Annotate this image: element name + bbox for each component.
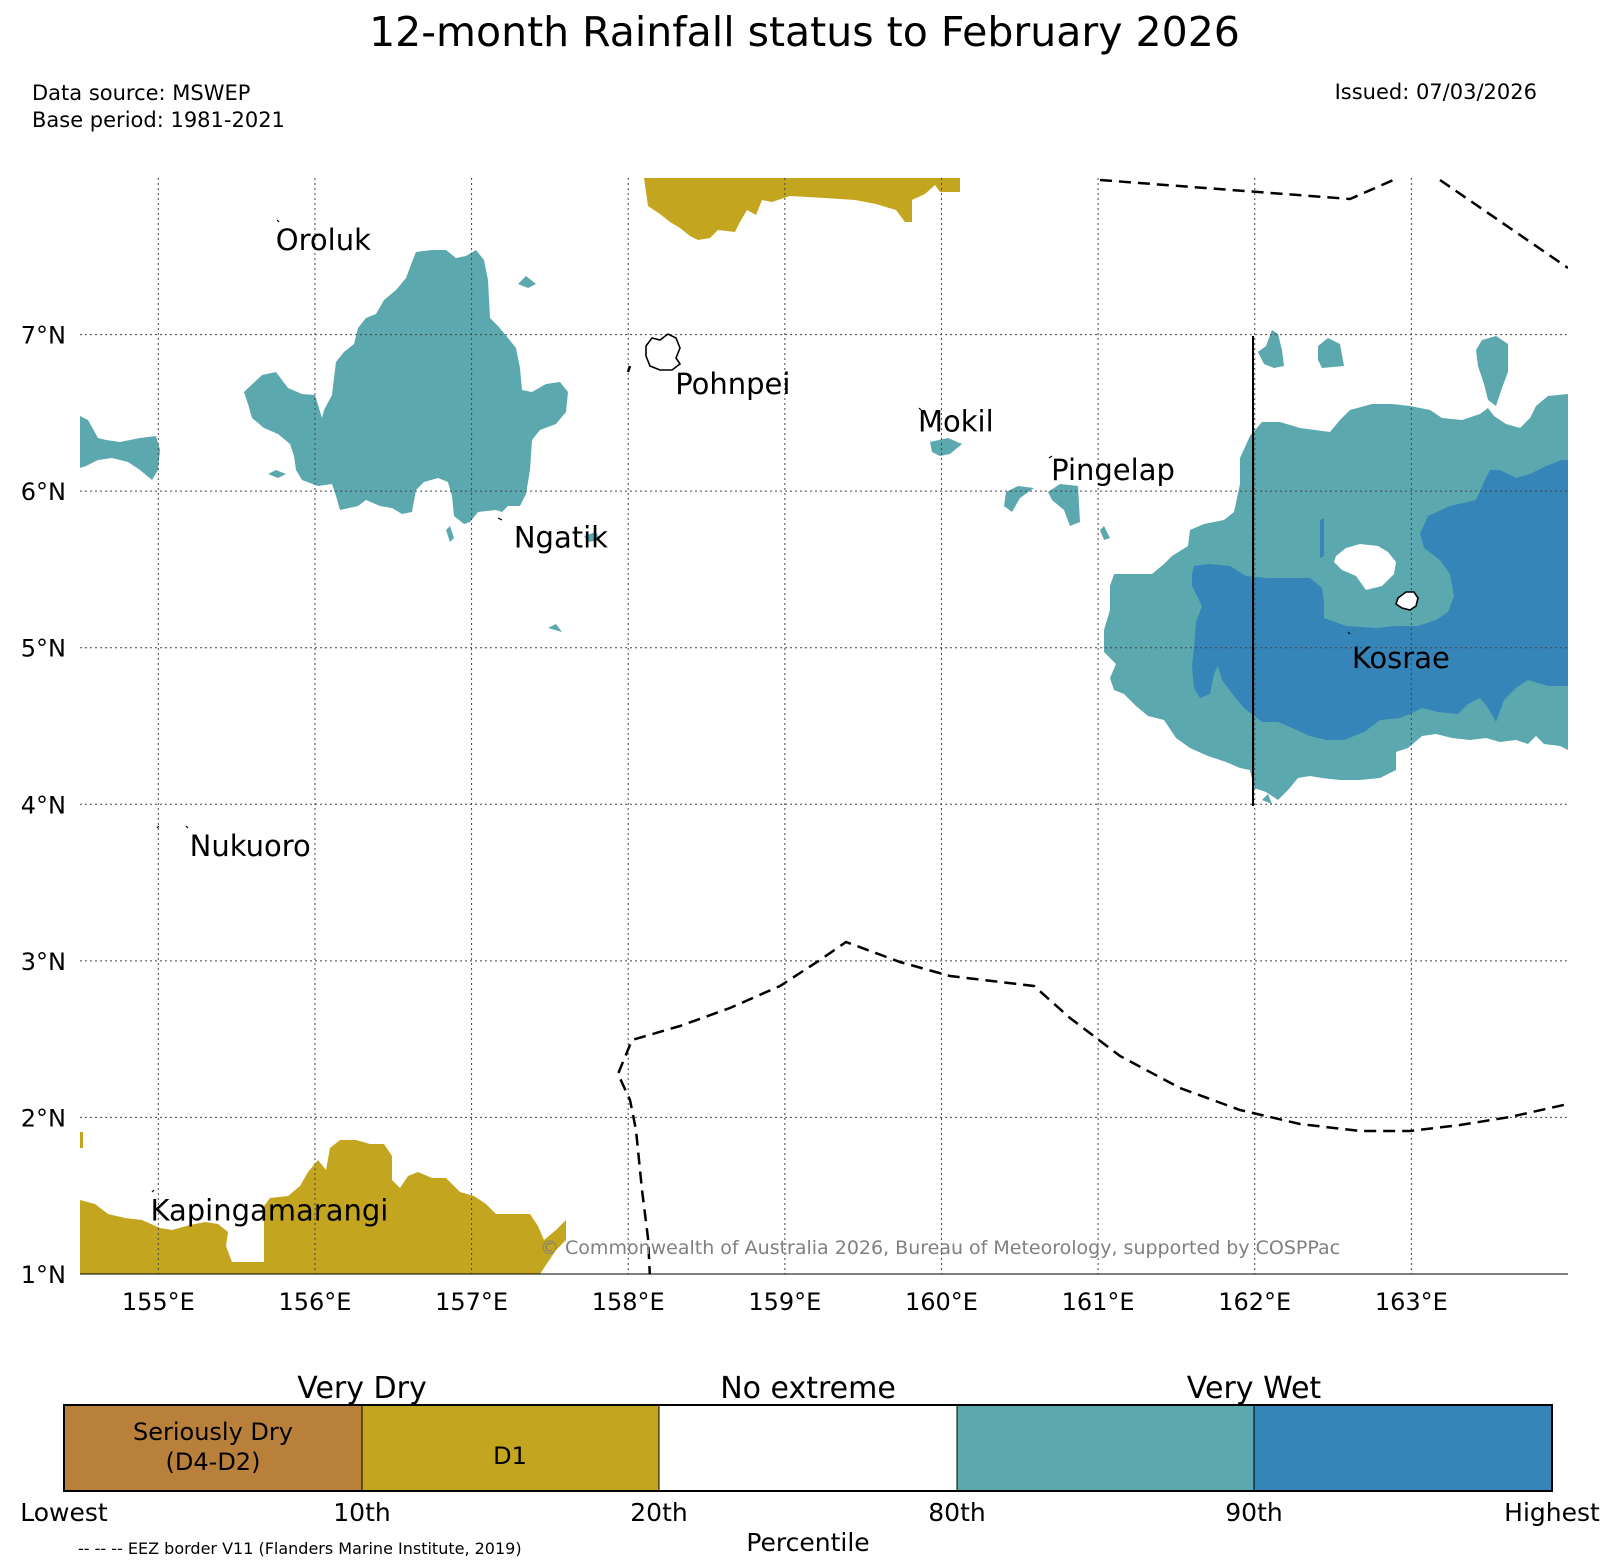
longitude-tick-label: 155°E (122, 1288, 195, 1316)
colorbar-segment-wet-80-90 (956, 1404, 1255, 1492)
rainfall-regions (80, 178, 1568, 1274)
colorbar-segment-wet-90-highest (1253, 1404, 1553, 1492)
wet-region-islet-a (268, 470, 286, 478)
kosrae-island-outline (1395, 591, 1419, 611)
longitude-tick-label: 157°E (435, 1288, 508, 1316)
metadata-block: Data source: MSWEP Base period: 1981-202… (32, 80, 285, 134)
wet-region-far-west (80, 416, 160, 480)
longitude-tick-label: 161°E (1062, 1288, 1135, 1316)
eez-borders (616, 178, 1568, 1274)
latitude-tick-label: 6°N (21, 478, 66, 506)
data-source-label: Data source: MSWEP (32, 81, 251, 105)
colorbar-axis-label: Percentile (746, 1528, 869, 1557)
colorbar-group-very-dry: Very Dry (297, 1371, 426, 1406)
place-label-kapingamarangi: Kapingamarangi (150, 1194, 388, 1228)
wet-region-islet-f (1100, 526, 1110, 540)
wet-region-pingelap-b (1048, 484, 1080, 526)
colorbar-segment-d1 (361, 1404, 660, 1492)
d1-region-south (80, 1132, 566, 1274)
latitude-tick-label: 3°N (21, 948, 66, 976)
wet-region-ne-b (1318, 338, 1344, 368)
map-title: 12-month Rainfall status to February 202… (369, 8, 1240, 56)
latitude-tick-labels: 1°N 2°N 3°N 4°N 5°N 6°N 7°N (21, 322, 66, 1289)
wet-region-islet-e (584, 532, 600, 542)
place-label-mokil: Mokil (918, 404, 994, 438)
colorbar-tick-80th: 80th (928, 1498, 985, 1527)
no-extreme-hole-kosrae (1334, 544, 1396, 590)
colorbar-legend: Very Dry No extreme Very Wet Seriously D… (20, 1371, 1600, 1557)
colorbar-tick-highest: Highest (1504, 1498, 1600, 1527)
place-name-labels: Oroluk Pohnpei Mokil Pingelap Ngatik Kosrae Nu… (150, 223, 1449, 1228)
colorbar-tick-20th: 20th (630, 1498, 687, 1527)
wet-region-islet-b (446, 526, 454, 542)
colorbar-label-d1: D1 (493, 1442, 527, 1470)
eez-border-south (616, 940, 1568, 1274)
longitude-tick-label: 163°E (1375, 1288, 1448, 1316)
d1-region-north (644, 178, 960, 240)
kosrae-label-mark (1347, 631, 1351, 635)
ngatik-atoll-mark (497, 517, 503, 521)
place-label-pohnpei: Pohnpei (675, 367, 790, 401)
pohnpei-island-outline (645, 333, 682, 371)
place-label-kosrae: Kosrae (1352, 641, 1450, 675)
colorbar-label-seriously-dry: Seriously Dry (133, 1418, 293, 1446)
place-label-nukuoro: Nukuoro (190, 829, 311, 863)
map-area: 155°E 156°E 157°E 158°E 159°E 160°E 161°E 162°E… (21, 178, 1568, 1316)
longitude-tick-label: 160°E (905, 1288, 978, 1316)
mokil-atoll-mark (918, 407, 922, 411)
pingelap-atoll-mark (1048, 455, 1053, 459)
wet-region-pingelap-a (1004, 486, 1034, 512)
colorbar-segment-no-extreme (658, 1404, 958, 1492)
copyright-notice: © Commonwealth of Australia 2026, Bureau… (540, 1237, 1340, 1259)
colorbar-tick-lowest: Lowest (20, 1498, 108, 1527)
longitude-tick-label: 162°E (1218, 1288, 1291, 1316)
place-label-ngatik: Ngatik (514, 520, 608, 554)
colorbar-segment-seriously-dry (63, 1404, 363, 1492)
colorbar-group-no-extreme: No extreme (720, 1371, 896, 1406)
place-label-oroluk: Oroluk (276, 223, 371, 257)
wet-region-west-main (244, 250, 568, 524)
longitude-tick-label: 158°E (592, 1288, 665, 1316)
issued-date: Issued: 07/03/2026 (1334, 80, 1537, 104)
wet-region-ne-d (1262, 794, 1272, 804)
oroluk-atoll-mark (276, 219, 280, 223)
nukuoro-atoll-mark (156, 825, 189, 829)
eez-footnote: -- -- -- EEZ border V11 (Flanders Marine… (78, 1539, 522, 1558)
kapinga-atoll-mark (151, 1189, 155, 1193)
colorbar-group-very-wet: Very Wet (1187, 1371, 1322, 1406)
colorbar-frame (63, 1404, 1553, 1492)
latitude-tick-label: 5°N (21, 635, 66, 663)
longitude-tick-label: 156°E (278, 1288, 351, 1316)
wet-region-ne-a (1258, 330, 1284, 368)
latitude-tick-label: 4°N (21, 791, 66, 819)
latitude-tick-label: 1°N (21, 1261, 66, 1289)
wet-region-islet-c (518, 276, 536, 288)
colorbar-tick-90th: 90th (1225, 1498, 1282, 1527)
wet-region-mokil (930, 438, 962, 456)
latitude-tick-label: 7°N (21, 322, 66, 350)
wet-streak-kosrae (1320, 518, 1324, 558)
latitude-tick-label: 2°N (21, 1104, 66, 1132)
base-period-label: Base period: 1981-2021 (32, 108, 285, 132)
colorbar-label-d4-d2: (D4-D2) (166, 1448, 261, 1476)
longitude-tick-label: 159°E (748, 1288, 821, 1316)
eez-border-north (1099, 178, 1568, 270)
very-wet-region-east (1192, 460, 1568, 740)
eez-border-pohnpei-stub (626, 365, 632, 373)
colorbar-tick-10th: 10th (333, 1498, 390, 1527)
place-label-pingelap: Pingelap (1051, 453, 1175, 487)
longitude-tick-labels: 155°E 156°E 157°E 158°E 159°E 160°E 161°E 162°E… (122, 1288, 1448, 1316)
wet-region-islet-d (548, 624, 562, 632)
wet-region-ne-c (1476, 336, 1508, 406)
